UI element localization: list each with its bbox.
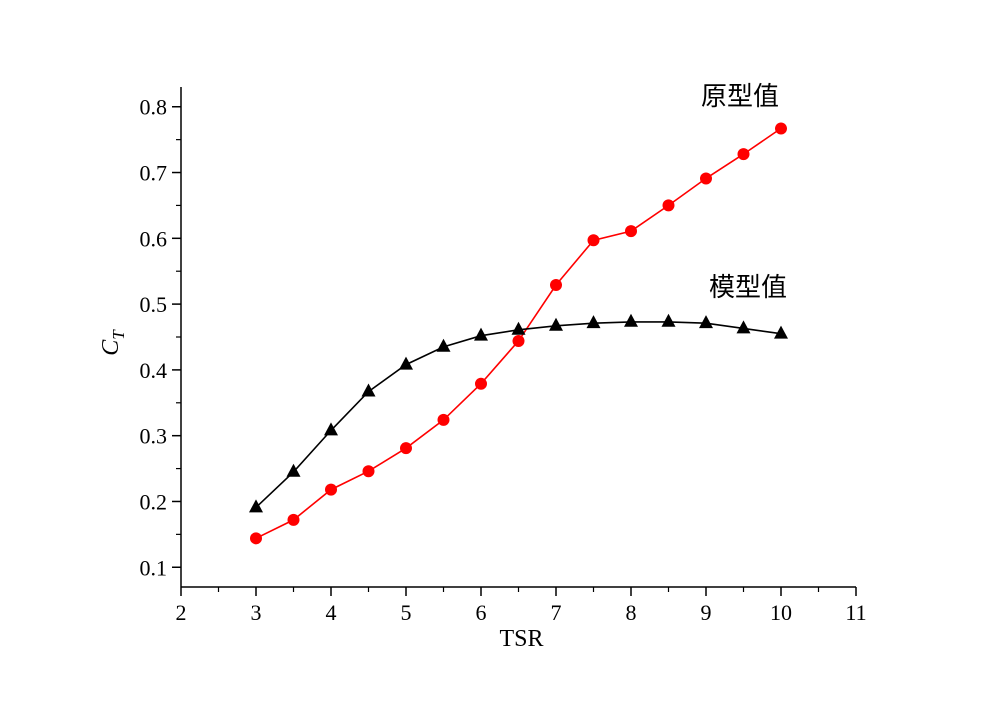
data-point-circle (700, 172, 712, 185)
data-point-triangle (661, 313, 676, 327)
y-tick-label: 0.4 (140, 358, 168, 383)
y-tick-label: 0.8 (140, 95, 168, 120)
data-point-triangle (586, 315, 601, 329)
data-point-triangle (474, 327, 488, 341)
x-tick-label: 9 (701, 600, 712, 625)
data-point-circle (325, 483, 337, 496)
x-tick-label: 10 (770, 600, 792, 625)
data-point-triangle (699, 315, 713, 329)
data-point-circle (400, 442, 412, 455)
data-point-circle (625, 225, 637, 238)
data-point-triangle (286, 463, 301, 477)
y-tick-label: 0.7 (140, 161, 168, 186)
x-tick-label: 6 (476, 600, 487, 625)
data-point-circle (512, 334, 525, 347)
x-axis-title: TSR (499, 626, 543, 652)
x-tick-label: 4 (326, 600, 337, 625)
data-point-circle (662, 199, 675, 212)
series-group (249, 122, 788, 545)
y-tick-label: 0.2 (140, 489, 168, 514)
x-tick-label: 3 (251, 600, 262, 625)
data-point-circle (587, 234, 600, 247)
data-point-circle (287, 513, 300, 526)
data-point-triangle (736, 320, 751, 334)
x-tick-label: 5 (401, 600, 412, 625)
data-point-triangle (624, 313, 638, 327)
y-axis-title: CT (98, 329, 128, 356)
axes: 2 3 4 5 6 7 8 9 10 11 0.1 0.2 0.3 0.4 0.5 0.6 0.7 0.8 (140, 87, 867, 625)
y-tick-label: 0.3 (140, 424, 168, 449)
data-point-triangle (511, 321, 526, 335)
x-tick-label: 2 (176, 600, 187, 625)
series-label-model: 模型值 (709, 273, 787, 303)
data-point-circle (775, 122, 787, 135)
data-point-triangle (436, 338, 451, 352)
series-line-1 (255, 321, 782, 508)
y-tick-label: 0.5 (140, 292, 168, 317)
data-point-triangle (324, 422, 338, 436)
data-point-triangle (774, 325, 788, 339)
data-point-circle (550, 279, 562, 292)
x-tick-label: 8 (626, 600, 637, 625)
data-point-circle (437, 413, 450, 426)
data-point-triangle (549, 317, 563, 331)
data-point-triangle (361, 383, 376, 397)
y-axis-title-subscript: T (109, 329, 128, 340)
series-label-prototype: 原型值 (701, 82, 779, 112)
data-point-circle (737, 148, 750, 161)
y-axis-title-main: C (98, 339, 124, 356)
x-tick-label: 7 (551, 600, 562, 625)
data-point-circle (362, 465, 375, 478)
data-point-circle (250, 532, 262, 545)
data-point-triangle (249, 499, 263, 513)
data-point-triangle (399, 356, 413, 370)
x-tick-label: 11 (845, 600, 866, 625)
y-tick-label: 0.1 (140, 555, 168, 580)
data-point-circle (475, 377, 487, 390)
y-tick-label: 0.6 (140, 226, 168, 251)
labels: TSR CT 原型值 模型值 (98, 82, 787, 652)
